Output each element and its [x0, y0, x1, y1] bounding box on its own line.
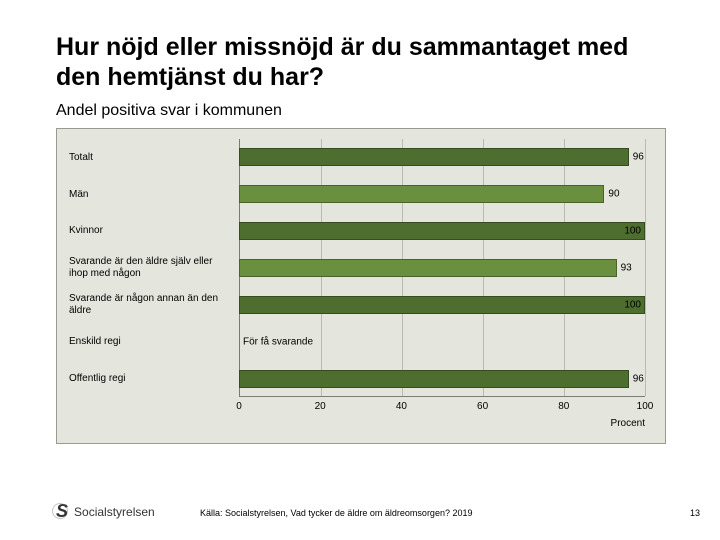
bar — [239, 296, 645, 314]
x-axis-label: Procent — [611, 418, 645, 429]
category-label: Kvinnor — [69, 225, 239, 237]
subtitle: Andel positiva svar i kommunen — [56, 102, 672, 120]
bar-zone: För få svarande — [239, 323, 645, 360]
category-label: Totalt — [69, 152, 239, 164]
slide: Hur nöjd eller missnöjd är du sammantage… — [0, 0, 720, 540]
x-tick: 60 — [477, 401, 488, 412]
category-label: Män — [69, 189, 239, 201]
source-text: Källa: Socialstyrelsen, Vad tycker de äl… — [200, 508, 472, 518]
category-label: Svarande är den äldre själv eller ihop m… — [69, 256, 239, 279]
bar-note: För få svarande — [243, 336, 313, 347]
bar — [239, 185, 604, 203]
bar-value: 100 — [624, 226, 641, 237]
chart-row: Män 90 — [69, 176, 645, 213]
page-number: 13 — [690, 508, 700, 518]
organization-name: Socialstyrelsen — [74, 505, 155, 519]
bar-zone: 96 — [239, 139, 645, 176]
x-axis-ticks: 020406080100 — [239, 401, 645, 415]
bar-zone: 90 — [239, 176, 645, 213]
chart-row: Svarande är den äldre själv eller ihop m… — [69, 250, 645, 287]
category-label: Enskild regi — [69, 336, 239, 348]
bar-zone: 100 — [239, 213, 645, 250]
bar — [239, 370, 629, 388]
chart-row: Kvinnor 100 — [69, 213, 645, 250]
bar-value: 90 — [608, 189, 619, 200]
chart-row: Svarande är någon annan än den äldre 100 — [69, 286, 645, 323]
chart-row: Enskild regi För få svarande — [69, 323, 645, 360]
bar-value: 100 — [624, 299, 641, 310]
category-label: Svarande är någon annan än den äldre — [69, 293, 239, 316]
footer-logo: S Socialstyrelsen — [56, 501, 155, 522]
bar — [239, 259, 617, 277]
logo-icon: S — [56, 501, 68, 522]
category-label: Offentlig regi — [69, 373, 239, 385]
bar — [239, 222, 645, 240]
chart-container: Totalt 96 Män 90 Kvinnor 100 Svarande är den ä… — [56, 128, 666, 444]
chart-row: Offentlig regi 96 — [69, 360, 645, 397]
bar-zone: 100 — [239, 286, 645, 323]
bar-zone: 93 — [239, 250, 645, 287]
bar-value: 96 — [633, 152, 644, 163]
chart-row: Totalt 96 — [69, 139, 645, 176]
page-title: Hur nöjd eller missnöjd är du sammantage… — [56, 32, 672, 92]
x-tick: 40 — [396, 401, 407, 412]
bar-value: 93 — [621, 262, 632, 273]
x-tick: 100 — [637, 401, 654, 412]
bar-value: 96 — [633, 373, 644, 384]
gridline — [645, 139, 646, 396]
x-tick: 80 — [558, 401, 569, 412]
bar-zone: 96 — [239, 360, 645, 397]
x-tick: 0 — [236, 401, 242, 412]
x-tick: 20 — [315, 401, 326, 412]
bar — [239, 148, 629, 166]
chart-area: Totalt 96 Män 90 Kvinnor 100 Svarande är den ä… — [69, 135, 653, 425]
